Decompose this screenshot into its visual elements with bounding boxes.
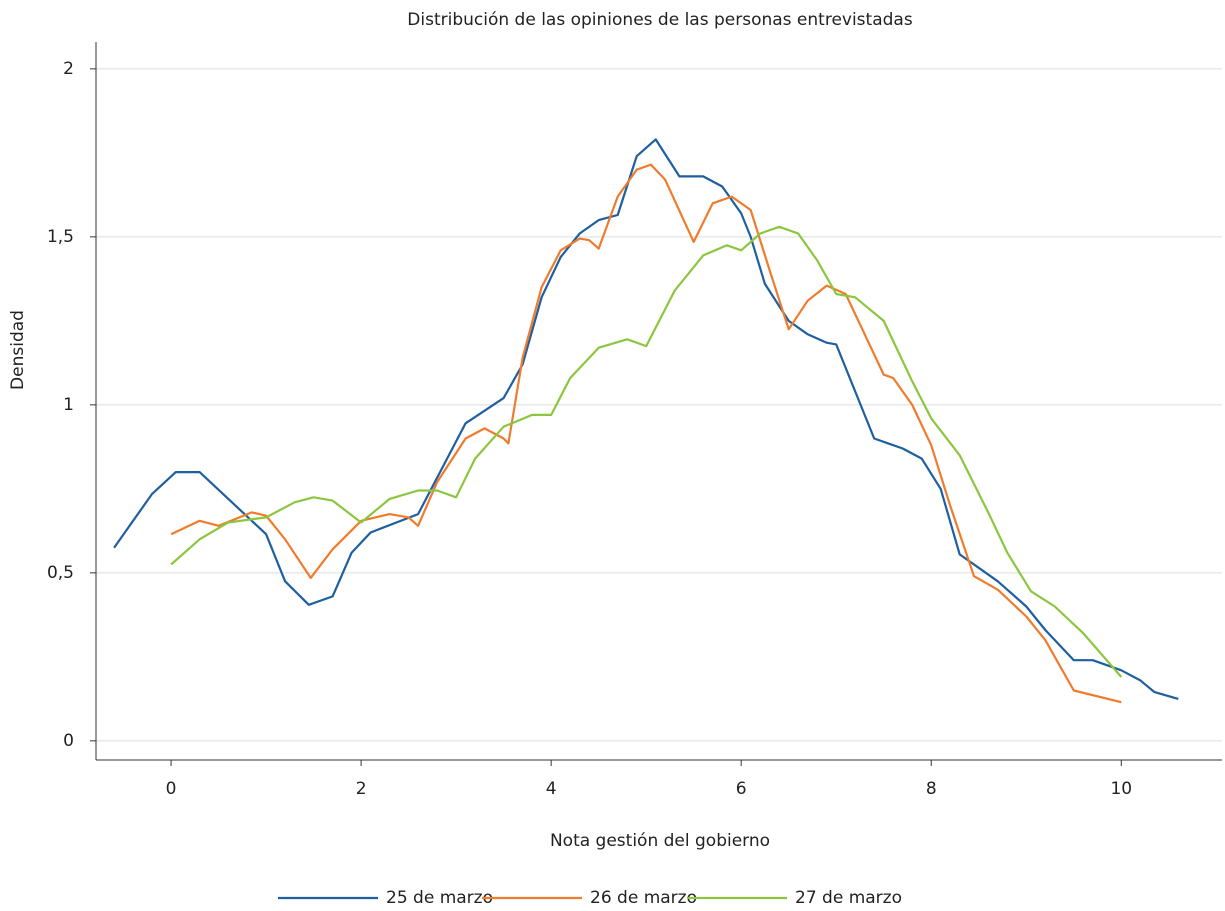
y-tick-label: 1: [63, 395, 74, 415]
y-tick-label: 2: [63, 59, 74, 79]
chart-title: Distribución de las opiniones de las per…: [407, 10, 913, 30]
x-tick-label: 2: [356, 779, 367, 799]
legend-label: 26 de marzo: [590, 888, 697, 908]
y-tick-label: 1,5: [47, 227, 74, 247]
y-tick-label: 0,5: [47, 563, 74, 583]
x-tick-label: 4: [546, 779, 557, 799]
series-line: [170, 225, 1123, 678]
x-tick-label: 0: [166, 779, 177, 799]
y-tick-label: 0: [63, 731, 74, 751]
x-tick-label: 8: [926, 779, 937, 799]
x-tick-label: 10: [1110, 779, 1132, 799]
x-tick-label: 6: [736, 779, 747, 799]
legend-label: 27 de marzo: [795, 888, 902, 908]
series-line: [170, 163, 1122, 704]
x-axis-label: Nota gestión del gobierno: [550, 831, 770, 851]
legend-label: 25 de marzo: [386, 888, 493, 908]
y-axis-label: Densidad: [8, 310, 28, 390]
series-line: [113, 138, 1179, 700]
